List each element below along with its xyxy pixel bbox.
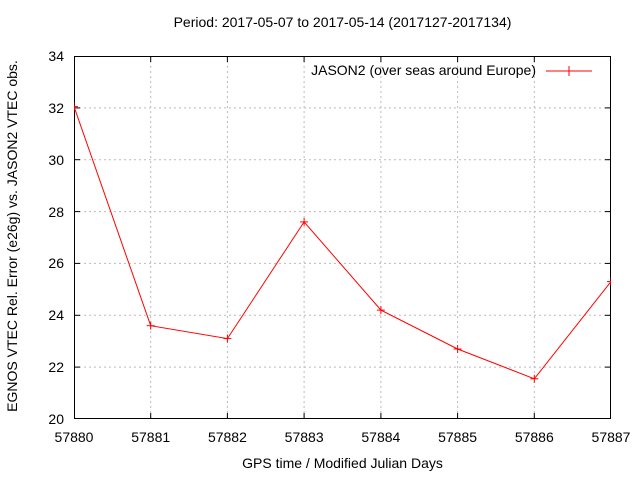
x-tick-label: 57884 [361,429,401,445]
y-tick-label: 26 [48,255,64,272]
plot-area [74,56,611,419]
grid-lines [74,56,611,419]
series-line [74,106,611,380]
y-tick-label: 28 [48,203,64,220]
plot-border [74,56,611,419]
x-tick-label: 57885 [438,429,478,445]
x-tick-label: 57881 [131,429,171,445]
legend: JASON2 (over seas around Europe) [311,63,592,78]
axis-ticks [74,56,611,419]
x-tick-label: 57886 [514,429,554,445]
y-tick-label: 24 [48,307,64,324]
series-markers [74,102,611,383]
y-tick-label: 34 [48,48,64,64]
x-axis-label: GPS time / Modified Julian Days [242,455,443,471]
legend-series-label: JASON2 (over seas around Europe) [311,62,536,78]
chart-title: Period: 2017-05-07 to 2017-05-14 (201712… [173,14,512,30]
legend-line-sample [546,65,592,76]
y-tick-label: 20 [48,411,64,427]
x-tick-label: 57887 [591,429,631,445]
y-tick-label: 22 [48,359,64,376]
x-tick-label: 57883 [284,429,324,445]
x-tick-label: 57882 [207,429,247,445]
y-tick-label: 30 [48,151,64,168]
x-tick-label: 57880 [54,429,94,445]
y-tick-label: 32 [48,99,64,116]
